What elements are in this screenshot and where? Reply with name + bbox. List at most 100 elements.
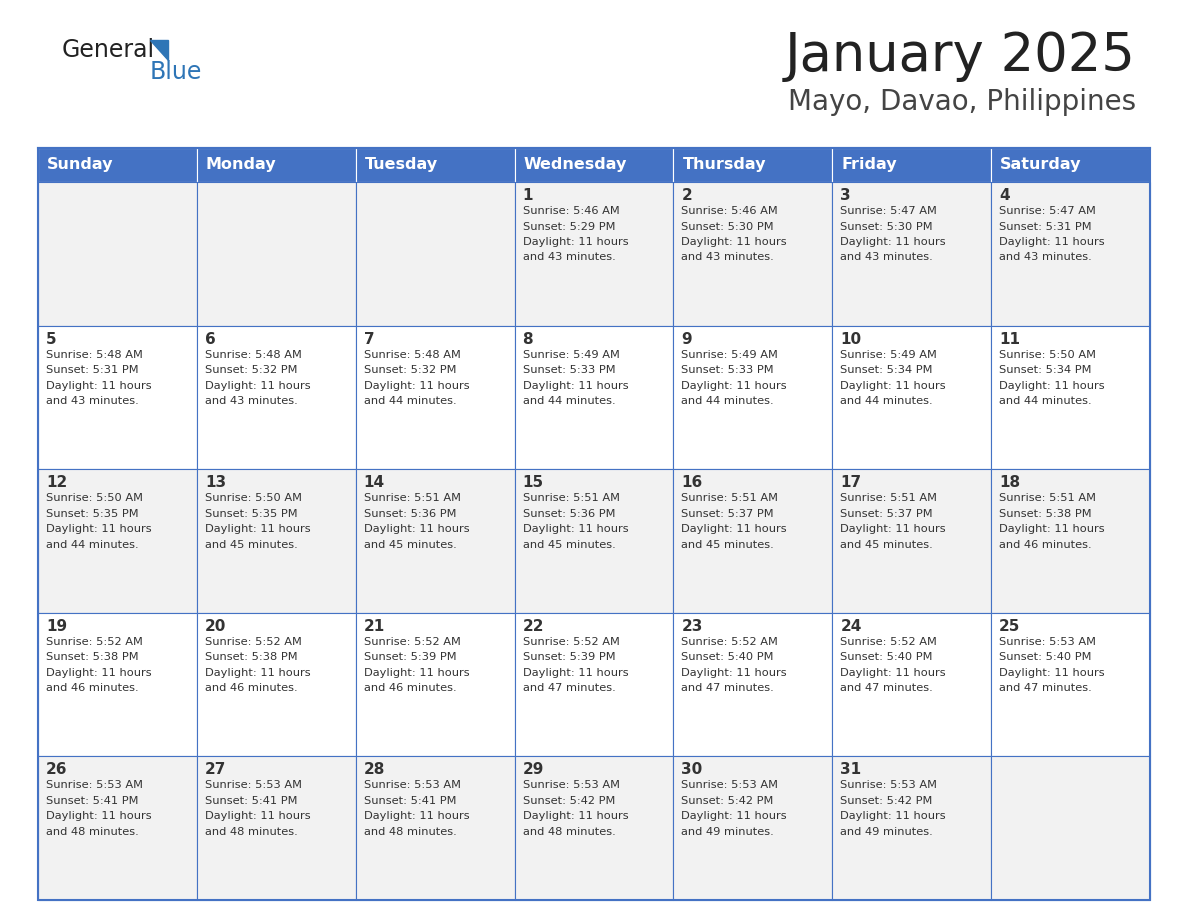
Text: Sunset: 5:34 PM: Sunset: 5:34 PM — [840, 365, 933, 375]
Text: 20: 20 — [204, 619, 226, 633]
Text: Daylight: 11 hours: Daylight: 11 hours — [523, 237, 628, 247]
Text: and 45 minutes.: and 45 minutes. — [364, 540, 456, 550]
Text: 24: 24 — [840, 619, 861, 633]
Text: Sunrise: 5:52 AM: Sunrise: 5:52 AM — [46, 637, 143, 647]
Text: 25: 25 — [999, 619, 1020, 633]
Text: and 48 minutes.: and 48 minutes. — [46, 827, 139, 837]
Text: and 44 minutes.: and 44 minutes. — [999, 396, 1092, 406]
Text: and 43 minutes.: and 43 minutes. — [204, 396, 298, 406]
Text: and 47 minutes.: and 47 minutes. — [523, 683, 615, 693]
Text: 18: 18 — [999, 476, 1020, 490]
Text: 3: 3 — [840, 188, 851, 203]
Bar — [833, 182, 991, 326]
Text: Sunrise: 5:48 AM: Sunrise: 5:48 AM — [46, 350, 143, 360]
Bar — [197, 756, 355, 900]
Text: Sunrise: 5:53 AM: Sunrise: 5:53 AM — [999, 637, 1097, 647]
Text: Sunset: 5:36 PM: Sunset: 5:36 PM — [364, 509, 456, 519]
Text: Sunset: 5:42 PM: Sunset: 5:42 PM — [840, 796, 933, 806]
Text: 21: 21 — [364, 619, 385, 633]
Bar — [674, 469, 833, 613]
Text: 30: 30 — [682, 763, 702, 778]
Text: Sunset: 5:40 PM: Sunset: 5:40 PM — [999, 653, 1092, 662]
Bar — [991, 148, 1150, 182]
Bar — [197, 469, 355, 613]
Text: Sunset: 5:36 PM: Sunset: 5:36 PM — [523, 509, 615, 519]
Bar — [197, 326, 355, 469]
Text: Friday: Friday — [841, 158, 897, 173]
Bar — [355, 182, 514, 326]
Bar — [514, 148, 674, 182]
Text: 6: 6 — [204, 331, 215, 347]
Text: Sunset: 5:38 PM: Sunset: 5:38 PM — [46, 653, 139, 662]
Text: Sunrise: 5:52 AM: Sunrise: 5:52 AM — [840, 637, 937, 647]
Text: Sunrise: 5:51 AM: Sunrise: 5:51 AM — [999, 493, 1097, 503]
Text: Sunrise: 5:46 AM: Sunrise: 5:46 AM — [523, 206, 619, 216]
Text: 4: 4 — [999, 188, 1010, 203]
Text: and 44 minutes.: and 44 minutes. — [46, 540, 139, 550]
Text: and 45 minutes.: and 45 minutes. — [204, 540, 298, 550]
Text: Daylight: 11 hours: Daylight: 11 hours — [523, 524, 628, 534]
Text: Sunrise: 5:51 AM: Sunrise: 5:51 AM — [523, 493, 620, 503]
Text: Mayo, Davao, Philippines: Mayo, Davao, Philippines — [788, 88, 1136, 116]
Bar — [38, 469, 197, 613]
Text: Sunrise: 5:49 AM: Sunrise: 5:49 AM — [682, 350, 778, 360]
Text: Sunrise: 5:50 AM: Sunrise: 5:50 AM — [204, 493, 302, 503]
Text: Sunrise: 5:46 AM: Sunrise: 5:46 AM — [682, 206, 778, 216]
Text: and 49 minutes.: and 49 minutes. — [682, 827, 775, 837]
Text: 16: 16 — [682, 476, 702, 490]
Text: Monday: Monday — [206, 158, 277, 173]
Text: 7: 7 — [364, 331, 374, 347]
Text: and 45 minutes.: and 45 minutes. — [682, 540, 775, 550]
Bar — [38, 182, 197, 326]
Text: 27: 27 — [204, 763, 226, 778]
Text: and 47 minutes.: and 47 minutes. — [682, 683, 775, 693]
Text: Sunrise: 5:53 AM: Sunrise: 5:53 AM — [682, 780, 778, 790]
Text: and 43 minutes.: and 43 minutes. — [682, 252, 775, 263]
Text: Daylight: 11 hours: Daylight: 11 hours — [364, 667, 469, 677]
Text: Wednesday: Wednesday — [524, 158, 627, 173]
Text: Sunset: 5:40 PM: Sunset: 5:40 PM — [682, 653, 773, 662]
Text: Sunset: 5:32 PM: Sunset: 5:32 PM — [204, 365, 297, 375]
Bar — [355, 756, 514, 900]
Bar — [514, 182, 674, 326]
Text: 13: 13 — [204, 476, 226, 490]
Text: Sunrise: 5:47 AM: Sunrise: 5:47 AM — [840, 206, 937, 216]
Text: Daylight: 11 hours: Daylight: 11 hours — [204, 812, 310, 822]
Text: Sunset: 5:38 PM: Sunset: 5:38 PM — [204, 653, 297, 662]
Text: 5: 5 — [46, 331, 57, 347]
Text: Sunrise: 5:53 AM: Sunrise: 5:53 AM — [840, 780, 937, 790]
Text: 2: 2 — [682, 188, 693, 203]
Text: Daylight: 11 hours: Daylight: 11 hours — [46, 812, 152, 822]
Text: and 48 minutes.: and 48 minutes. — [523, 827, 615, 837]
Text: Sunrise: 5:51 AM: Sunrise: 5:51 AM — [840, 493, 937, 503]
Bar — [355, 613, 514, 756]
Bar — [355, 148, 514, 182]
Text: Sunset: 5:42 PM: Sunset: 5:42 PM — [682, 796, 773, 806]
Text: 9: 9 — [682, 331, 693, 347]
Text: Sunset: 5:42 PM: Sunset: 5:42 PM — [523, 796, 615, 806]
Text: Sunset: 5:37 PM: Sunset: 5:37 PM — [840, 509, 933, 519]
Text: and 43 minutes.: and 43 minutes. — [523, 252, 615, 263]
Bar — [514, 756, 674, 900]
Text: Daylight: 11 hours: Daylight: 11 hours — [523, 381, 628, 390]
Text: Daylight: 11 hours: Daylight: 11 hours — [204, 381, 310, 390]
Bar — [355, 469, 514, 613]
Text: Sunset: 5:31 PM: Sunset: 5:31 PM — [999, 221, 1092, 231]
Bar — [197, 148, 355, 182]
Bar — [674, 613, 833, 756]
Bar — [514, 613, 674, 756]
Text: 26: 26 — [46, 763, 68, 778]
Text: Sunrise: 5:52 AM: Sunrise: 5:52 AM — [523, 637, 619, 647]
Text: 15: 15 — [523, 476, 544, 490]
Text: Sunset: 5:35 PM: Sunset: 5:35 PM — [46, 509, 139, 519]
Text: and 44 minutes.: and 44 minutes. — [682, 396, 775, 406]
Bar — [991, 469, 1150, 613]
Text: 8: 8 — [523, 331, 533, 347]
Text: Daylight: 11 hours: Daylight: 11 hours — [682, 237, 788, 247]
Text: and 46 minutes.: and 46 minutes. — [999, 540, 1092, 550]
Text: Sunrise: 5:51 AM: Sunrise: 5:51 AM — [364, 493, 461, 503]
Text: 22: 22 — [523, 619, 544, 633]
Text: Daylight: 11 hours: Daylight: 11 hours — [682, 524, 788, 534]
Text: Daylight: 11 hours: Daylight: 11 hours — [682, 381, 788, 390]
Text: and 44 minutes.: and 44 minutes. — [840, 396, 933, 406]
